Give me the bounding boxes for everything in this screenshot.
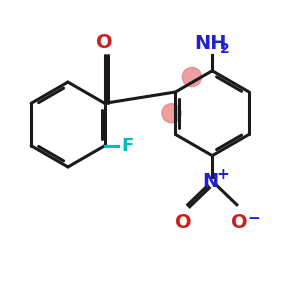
Text: O: O: [96, 33, 113, 52]
Text: F: F: [122, 137, 134, 155]
Text: O: O: [231, 213, 248, 232]
Circle shape: [162, 103, 181, 123]
Circle shape: [182, 68, 202, 87]
Text: N: N: [202, 172, 218, 190]
Text: −: −: [248, 211, 260, 226]
Text: O: O: [175, 213, 191, 232]
Text: 2: 2: [220, 42, 230, 56]
Text: +: +: [216, 167, 229, 182]
Text: NH: NH: [194, 34, 226, 52]
